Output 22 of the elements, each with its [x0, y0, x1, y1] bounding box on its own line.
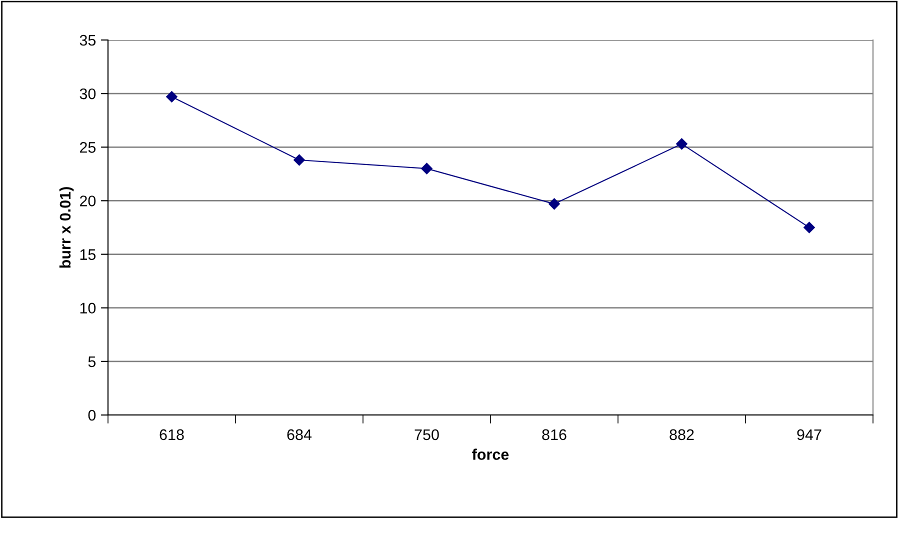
y-tick-label: 25 — [80, 142, 96, 153]
y-tick-label: 30 — [80, 88, 96, 100]
x-tick-label: 618 — [160, 429, 184, 440]
y-tick-label: 35 — [80, 34, 96, 46]
y-tick-label: 20 — [80, 196, 96, 206]
y-axis-title: burr x 0.01) — [59, 187, 74, 268]
x-tick-label: 947 — [797, 429, 822, 440]
x-tick-label: 816 — [542, 429, 566, 440]
point — [166, 91, 178, 102]
y-tick-label: 15 — [80, 249, 96, 260]
y-tick-label: 5 — [88, 356, 96, 368]
point — [548, 198, 560, 210]
point — [804, 222, 815, 234]
point — [294, 154, 305, 166]
x-tick-label: 684 — [287, 429, 312, 440]
x-tick-label: 750 — [414, 429, 439, 440]
point — [421, 162, 432, 174]
point — [676, 138, 688, 150]
y-tick-label: 10 — [80, 302, 96, 314]
x-axis-title: force — [472, 448, 509, 460]
y-tick-label: 0 — [88, 410, 96, 421]
x-tick-label: 882 — [670, 429, 694, 440]
